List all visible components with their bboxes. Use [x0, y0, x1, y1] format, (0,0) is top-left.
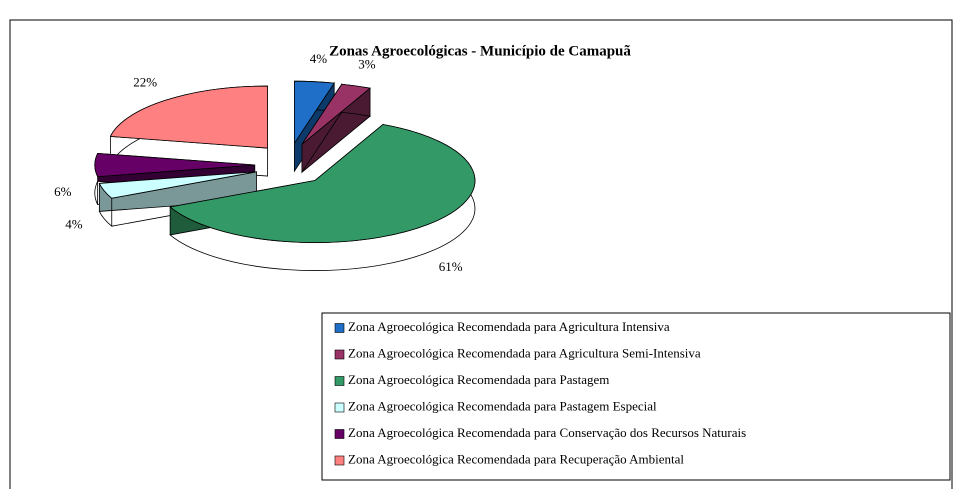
legend-swatch [334, 323, 345, 333]
slice-side [301, 82, 371, 174]
slice [294, 80, 335, 145]
legend-label: Zona Agroecológica Recomendada para Cons… [348, 425, 746, 440]
slice [301, 83, 371, 145]
legend-swatch [334, 402, 345, 413]
slice [94, 152, 255, 178]
legend-label: Zona Agroecológica Recomendada para Agri… [348, 319, 670, 334]
data-label: 22% [133, 74, 157, 89]
legend-swatch [334, 429, 345, 439]
legend-swatch [334, 349, 345, 360]
data-label: 6% [54, 184, 72, 199]
slice [169, 124, 476, 243]
legend-swatch [334, 455, 345, 466]
slice [109, 85, 268, 149]
legend-label: Zona Agroecológica Recomendada para Recu… [348, 451, 684, 466]
slice [98, 171, 257, 199]
legend-box [321, 312, 951, 481]
data-label: 4% [65, 217, 83, 232]
data-label: 61% [439, 259, 463, 274]
data-label: 3% [358, 56, 376, 71]
legend-label: Zona Agroecológica Recomendada para Past… [348, 372, 609, 387]
chart-title: Zonas Agroecológicas - Município de Cama… [329, 43, 631, 59]
data-label: 4% [310, 51, 328, 66]
chart-frame [9, 19, 953, 489]
legend-swatch [334, 376, 345, 386]
legend-label: Zona Agroecológica Recomendada para Past… [348, 398, 657, 413]
legend-label: Zona Agroecológica Recomendada para Agri… [348, 345, 701, 360]
